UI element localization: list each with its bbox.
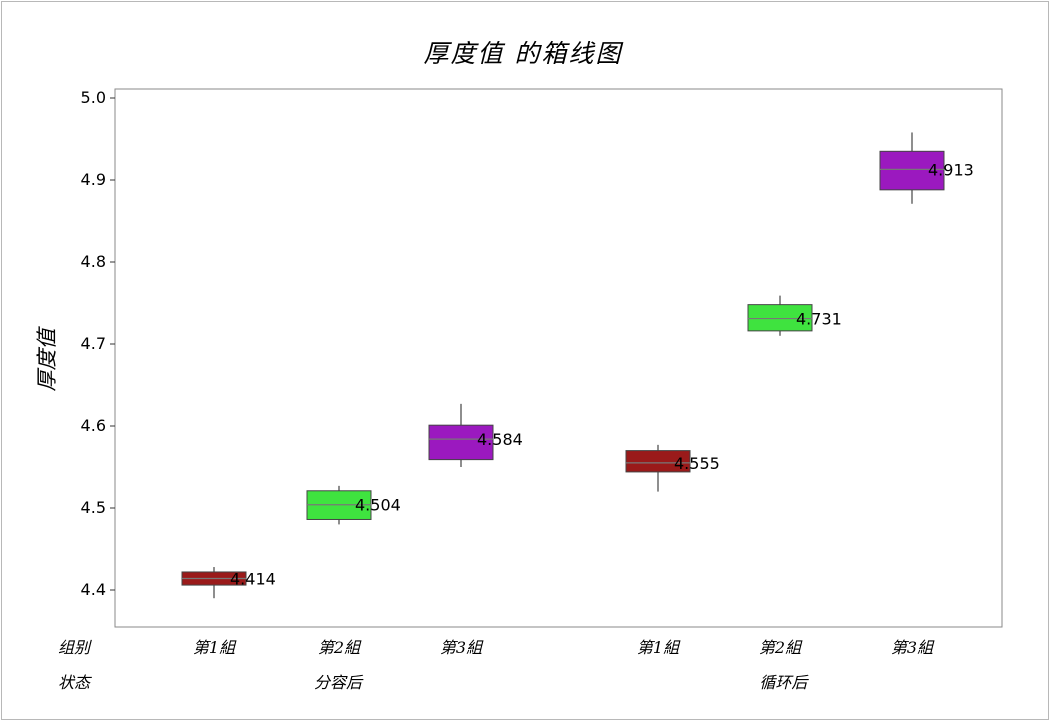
row-label-group: 组别 bbox=[58, 638, 92, 657]
plot-area bbox=[114, 88, 1003, 628]
box-6: 4.913 bbox=[879, 132, 974, 204]
group-labels: 第1組 第2組 第3組 第1組 第2組 第3組 bbox=[193, 638, 935, 657]
median-value-label: 4.504 bbox=[355, 496, 401, 515]
row-label-state: 状态 bbox=[58, 673, 92, 692]
y-tick-label: 4.9 bbox=[81, 170, 106, 189]
group-label: 第1組 bbox=[637, 638, 681, 657]
median-value-label: 4.555 bbox=[674, 454, 720, 473]
group-label: 第3組 bbox=[891, 638, 935, 657]
box-body bbox=[747, 304, 813, 332]
y-axis-label: 厚度值 bbox=[35, 326, 59, 392]
median-value-label: 4.584 bbox=[477, 430, 523, 449]
group-label: 第3組 bbox=[440, 638, 484, 657]
y-tick-label: 4.4 bbox=[81, 580, 106, 599]
box-2: 4.504 bbox=[306, 485, 401, 525]
state-label: 循环后 bbox=[759, 673, 809, 692]
y-tick-label: 4.8 bbox=[81, 252, 106, 271]
box-body bbox=[428, 424, 494, 461]
median-value-label: 4.913 bbox=[928, 160, 974, 179]
group-label: 第1組 bbox=[193, 638, 237, 657]
box-3: 4.584 bbox=[428, 403, 523, 467]
state-labels: 分容后 循环后 bbox=[314, 673, 809, 692]
y-tick-label: 4.7 bbox=[81, 334, 106, 353]
median-value-label: 4.731 bbox=[796, 310, 842, 329]
box-5: 4.731 bbox=[747, 295, 842, 336]
state-label: 分容后 bbox=[314, 673, 364, 692]
y-tick-label: 4.6 bbox=[81, 416, 106, 435]
y-tick-label: 5.0 bbox=[81, 88, 106, 107]
chart-title: 厚度值 的箱线图 bbox=[424, 39, 624, 68]
box-body bbox=[625, 450, 691, 473]
group-label: 第2組 bbox=[318, 638, 362, 657]
box-body bbox=[879, 150, 945, 191]
y-tick-label: 4.5 bbox=[81, 498, 106, 517]
median-value-label: 4.414 bbox=[230, 570, 276, 589]
box-4: 4.555 bbox=[625, 444, 720, 492]
y-axis-ticks: 4.4 4.5 4.6 4.7 4.8 4.9 5.0 bbox=[81, 88, 115, 599]
group-label: 第2組 bbox=[759, 638, 803, 657]
box-1: 4.414 bbox=[181, 567, 276, 599]
box-series: 4.414 4.504 4.584 4.555 4.731 4.913 bbox=[181, 132, 974, 599]
